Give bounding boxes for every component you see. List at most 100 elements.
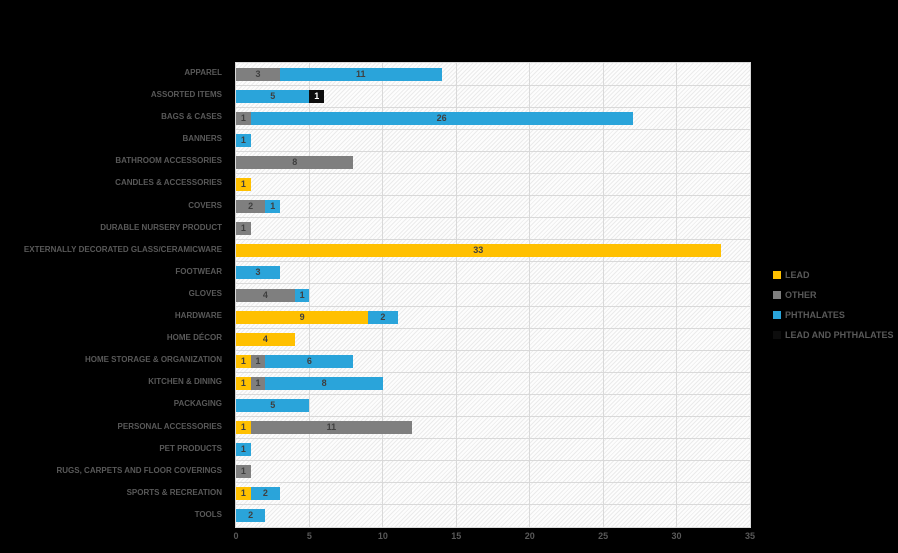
horizontal-gridline bbox=[236, 393, 750, 395]
horizontal-gridline bbox=[236, 106, 750, 108]
data-label: 6 bbox=[306, 355, 312, 366]
vertical-gridline bbox=[382, 63, 384, 527]
bar-segment-phthalates: 2 bbox=[250, 487, 281, 501]
data-label: 1 bbox=[240, 179, 246, 190]
x-axis-tick-label: 30 bbox=[671, 531, 682, 541]
data-label: 1 bbox=[240, 466, 246, 477]
vertical-gridline bbox=[455, 63, 457, 527]
legend-label: OTHER bbox=[785, 290, 817, 300]
category-label: HOME STORAGE & ORGANIZATION bbox=[84, 355, 222, 365]
data-label: 1 bbox=[270, 201, 276, 212]
data-label: 3 bbox=[255, 68, 261, 79]
bar-segment-phthalates: 1 bbox=[265, 200, 281, 214]
bar-segment-phthalates: 5 bbox=[236, 89, 310, 103]
category-label: CANDLES & ACCESSORIES bbox=[115, 178, 222, 188]
bar-segment-lead: 1 bbox=[236, 376, 251, 390]
bar-row: 1 bbox=[236, 178, 251, 192]
bar-segment-other: 1 bbox=[236, 465, 251, 479]
data-label: 1 bbox=[240, 355, 246, 366]
bar-segment-phthalates: 26 bbox=[250, 111, 633, 125]
data-label: 2 bbox=[380, 311, 386, 322]
legend-label: LEAD AND PHTHALATES bbox=[785, 330, 894, 340]
category-label: BANNERS bbox=[182, 134, 222, 144]
category-label: PERSONAL ACCESSORIES bbox=[117, 421, 222, 431]
bar-row: 1 bbox=[236, 222, 251, 236]
category-label: PACKAGING bbox=[173, 399, 222, 409]
horizontal-gridline bbox=[236, 327, 750, 329]
bar-segment-lead: 33 bbox=[236, 244, 721, 258]
bar-row: 4 bbox=[236, 332, 295, 346]
bar-row: 1 bbox=[236, 443, 251, 457]
bar-segment-lead: 4 bbox=[236, 332, 295, 346]
horizontal-gridline bbox=[236, 84, 750, 86]
data-label: 9 bbox=[299, 311, 305, 322]
data-label: 2 bbox=[262, 488, 268, 499]
category-label: HOME DÉCOR bbox=[166, 333, 222, 343]
category-label: TOOLS bbox=[194, 509, 222, 519]
vertical-gridline bbox=[749, 63, 751, 527]
bar-segment-other: 1 bbox=[236, 111, 251, 125]
data-label: 11 bbox=[326, 422, 337, 433]
bar-segment-other: 11 bbox=[250, 421, 413, 435]
bar-segment-phthalates: 1 bbox=[236, 133, 251, 147]
category-label: HARDWARE bbox=[174, 311, 222, 321]
bar-row: 33 bbox=[236, 244, 721, 258]
data-label: 5 bbox=[270, 399, 276, 410]
bar-segment-phthalates: 1 bbox=[294, 288, 310, 302]
bar-segment-phthalates: 2 bbox=[236, 509, 266, 523]
bar-row: 1 bbox=[236, 133, 251, 147]
data-label: 11 bbox=[356, 68, 366, 79]
bar-segment-other: 2 bbox=[236, 200, 266, 214]
category-label: BAGS & CASES bbox=[161, 112, 222, 122]
data-label: 1 bbox=[255, 355, 261, 366]
data-label: 1 bbox=[255, 377, 261, 388]
category-label: ASSORTED ITEMS bbox=[150, 90, 222, 100]
vertical-gridline bbox=[529, 63, 531, 527]
category-label: SPORTS & RECREATION bbox=[126, 487, 222, 497]
bar-segment-phthalates: 2 bbox=[368, 310, 398, 324]
bar-row: 1 11 bbox=[236, 421, 413, 435]
data-label: 8 bbox=[292, 156, 298, 167]
legend-swatch-icon bbox=[773, 311, 781, 319]
legend-label: LEAD bbox=[785, 270, 810, 280]
data-label: 1 bbox=[240, 134, 246, 145]
bar-segment-other: 8 bbox=[236, 155, 354, 169]
bar-segment-phthalates: 5 bbox=[236, 398, 310, 412]
data-label: 1 bbox=[240, 112, 246, 123]
data-label: 1 bbox=[240, 488, 246, 499]
bar-segment-other: 1 bbox=[250, 354, 266, 368]
bar-segment-other: 1 bbox=[236, 222, 251, 236]
horizontal-gridline bbox=[236, 283, 750, 285]
horizontal-gridline bbox=[236, 438, 750, 440]
category-label: COVERS bbox=[188, 200, 222, 210]
x-axis-tick-label: 15 bbox=[451, 531, 462, 541]
bar-segment-other: 4 bbox=[236, 288, 295, 302]
horizontal-gridline bbox=[236, 217, 750, 219]
category-label: GLOVES bbox=[188, 288, 222, 298]
category-label: RUGS, CARPETS AND FLOOR COVERINGS bbox=[56, 465, 223, 475]
data-label: 1 bbox=[240, 444, 246, 455]
data-label: 4 bbox=[262, 289, 268, 300]
data-label: 26 bbox=[436, 112, 447, 123]
bar-segment-lead: 1 bbox=[236, 487, 251, 501]
horizontal-gridline bbox=[236, 460, 750, 462]
vertical-gridline bbox=[308, 63, 310, 527]
horizontal-gridline bbox=[236, 195, 750, 197]
bar-segment-lead: 1 bbox=[236, 421, 251, 435]
value-axis: 0 5 10 15 20 25 30 35 bbox=[0, 531, 898, 545]
bar-segment-phthalates: 3 bbox=[236, 266, 281, 280]
bar-row: 1 bbox=[236, 465, 251, 479]
x-axis-tick-label: 5 bbox=[306, 531, 312, 541]
vertical-gridline bbox=[676, 63, 678, 527]
category-label: PET PRODUCTS bbox=[159, 443, 222, 453]
x-axis-tick-label: 20 bbox=[524, 531, 535, 541]
bar-segment-lead: 9 bbox=[236, 310, 369, 324]
data-label: 5 bbox=[270, 90, 276, 101]
horizontal-gridline bbox=[236, 504, 750, 506]
data-label: 4 bbox=[262, 333, 268, 344]
